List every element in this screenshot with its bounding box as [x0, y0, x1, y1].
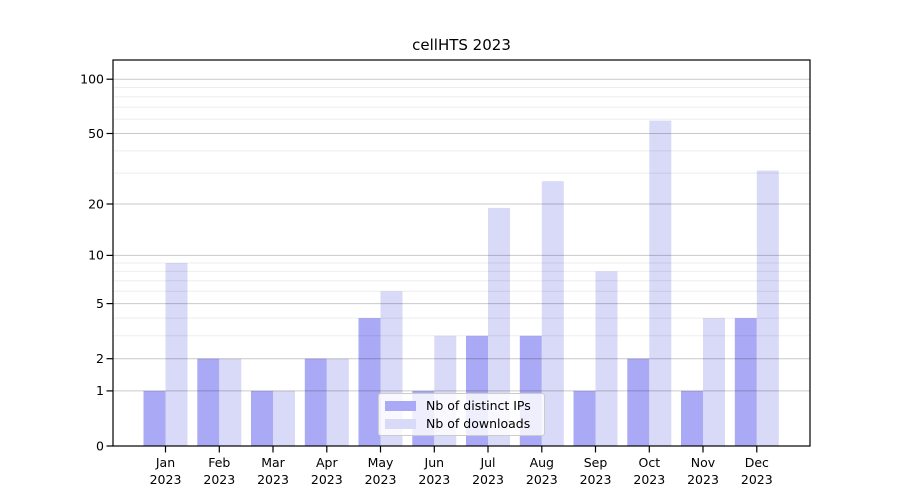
- x-tick-label: Mar 2023: [257, 455, 289, 487]
- bar-distinct-ips-sep: [573, 390, 596, 446]
- y-tick-label: 100: [80, 72, 104, 87]
- bar-distinct-ips-dec: [734, 318, 757, 446]
- bars-layer: [143, 120, 779, 446]
- x-tick-label: Sep 2023: [580, 455, 612, 487]
- x-tick-label: Oct 2023: [633, 455, 665, 487]
- x-tick-label: Feb 2023: [203, 455, 235, 487]
- bar-downloads-oct: [649, 120, 672, 446]
- bar-downloads-jan: [165, 263, 188, 446]
- x-tick-label: May 2023: [365, 455, 397, 487]
- bar-downloads-aug: [541, 181, 564, 446]
- y-tick-label: 10: [88, 248, 104, 263]
- bar-downloads-jul: [488, 207, 510, 446]
- bar-downloads-sep: [595, 271, 618, 446]
- y-tick-label: 5: [96, 296, 104, 311]
- bar-downloads-apr: [326, 358, 349, 446]
- legend-item-downloads: Nb of downloads: [385, 415, 538, 432]
- axes-layer: 0 1 2 5 10 20 50 100 Jan 2023 Feb 2023 Mar 2023 Apr 202…: [80, 59, 811, 487]
- legend-swatch-distinct-ips: [385, 400, 416, 411]
- x-tick-label: Nov 2023: [687, 455, 719, 487]
- y-tick-label: 20: [88, 196, 104, 211]
- bar-distinct-ips-apr: [304, 358, 327, 446]
- x-tick-label: Jun 2023: [418, 455, 450, 487]
- x-tick-label: Jul 2023: [472, 455, 504, 487]
- x-tick-label: Aug 2023: [526, 455, 558, 487]
- y-tick-label: 0: [96, 438, 104, 453]
- plot-frame: [112, 59, 811, 447]
- bar-distinct-ips-oct: [627, 358, 650, 446]
- x-tick-label: Jan 2023: [150, 455, 182, 487]
- x-tick-label: Apr 2023: [311, 455, 343, 487]
- bar-downloads-feb: [219, 358, 242, 446]
- legend-item-distinct-ips: Nb of distinct IPs: [385, 397, 538, 414]
- legend-label-distinct-ips: Nb of distinct IPs: [426, 398, 531, 413]
- x-tick-label: Dec 2023: [741, 455, 773, 487]
- bar-distinct-ips-feb: [197, 358, 220, 446]
- gridlines-layer: [113, 78, 810, 392]
- y-tick-label: 1: [96, 383, 104, 398]
- chart-title: cellHTS 2023: [412, 36, 511, 54]
- legend-label-downloads: Nb of downloads: [426, 416, 531, 431]
- bar-distinct-ips-nov: [681, 390, 703, 446]
- legend-swatch-downloads: [385, 418, 416, 429]
- bar-downloads-mar: [273, 390, 295, 446]
- bar-distinct-ips-mar: [251, 390, 273, 446]
- bar-downloads-dec: [756, 170, 779, 446]
- y-tick-label: 2: [96, 351, 104, 366]
- bar-distinct-ips-jan: [143, 390, 166, 446]
- y-tick-label: 50: [88, 126, 104, 141]
- bar-distinct-ips-may: [358, 318, 381, 446]
- legend: Nb of distinct IPs Nb of downloads: [378, 393, 545, 436]
- bar-downloads-nov: [703, 318, 725, 446]
